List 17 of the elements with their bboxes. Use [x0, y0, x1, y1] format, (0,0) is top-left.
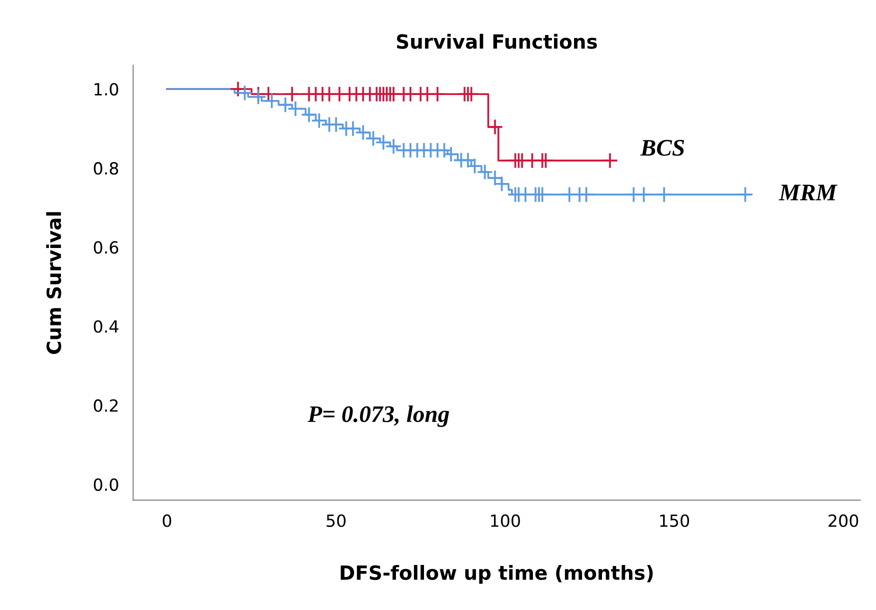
series-label: BCS [640, 140, 684, 156]
x-tick-label: 50 [326, 514, 346, 527]
x-axis-title: DFS-follow up time (months) [340, 564, 653, 584]
y-tick-label: 0.6 [94, 241, 118, 254]
y-tick-label: 0.8 [94, 162, 118, 175]
y-tick-label: 1.0 [94, 82, 118, 96]
x-tick-label: 200 [828, 514, 858, 527]
chart-title: Survival Functions [396, 34, 597, 49]
y-tick-label: 0.2 [94, 399, 118, 412]
x-tick-label: 0 [162, 514, 172, 527]
series-label: MRM [778, 184, 838, 200]
y-tick-label: 0.4 [94, 320, 118, 333]
annotation: P= 0.073, long [308, 406, 450, 427]
x-tick-label: 150 [660, 514, 690, 527]
x-tick-label: 100 [491, 514, 520, 527]
y-tick-label: 0.0 [94, 478, 118, 491]
y-axis-title: Cum Survival [46, 212, 62, 354]
